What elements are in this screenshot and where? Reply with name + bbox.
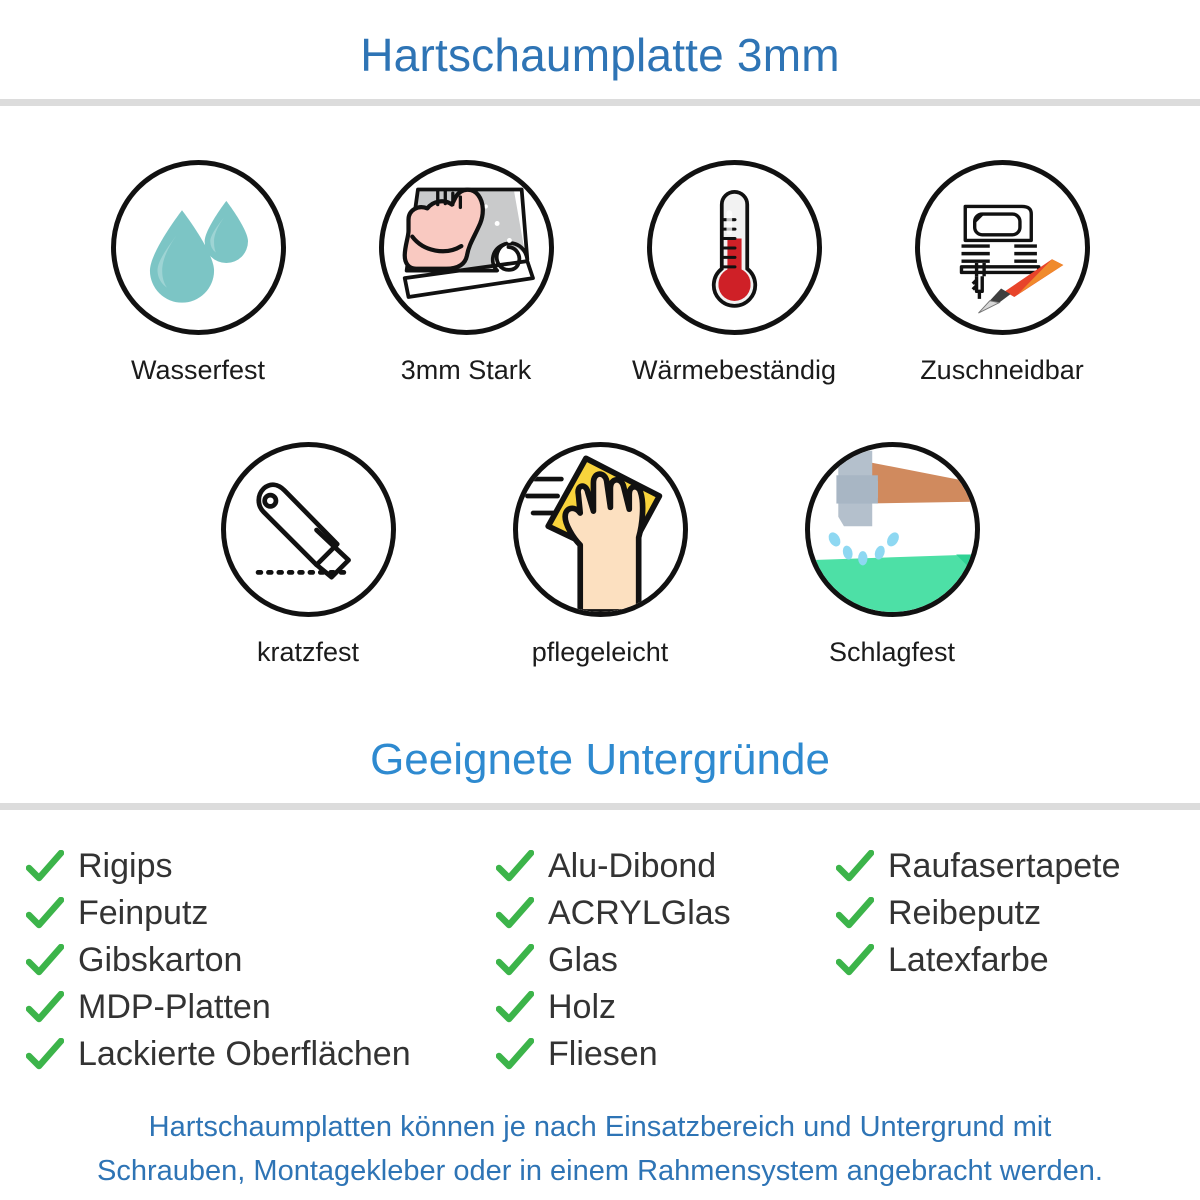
check-icon	[26, 849, 64, 881]
list-item: Lackierte Oberflächen	[26, 1033, 496, 1076]
feature-label: 3mm Stark	[400, 355, 532, 385]
list-item: Reibeputz	[836, 892, 1196, 935]
substrate-column-2: Alu-Dibond ACRYLGlas Glas Holz Fliesen	[496, 845, 836, 1076]
list-item-label: Fliesen	[548, 1035, 658, 1073]
water-drops-icon	[110, 160, 286, 335]
section-title-substrates: Geeignete Untergründe	[370, 735, 830, 784]
check-icon	[26, 896, 64, 928]
list-item: Alu-Dibond	[496, 845, 836, 888]
feature-label: Wärmebeständig	[631, 355, 837, 385]
check-icon	[496, 943, 534, 975]
check-icon	[496, 1037, 534, 1069]
footer-line-2: Schrauben, Montagekleber oder in einem R…	[97, 1155, 1103, 1187]
divider-middle	[0, 803, 1200, 810]
check-icon	[496, 849, 534, 881]
feature-kratzfest: kratzfest	[198, 442, 418, 668]
check-icon	[496, 896, 534, 928]
list-item-label: Reibeputz	[888, 894, 1042, 932]
list-item: MDP-Platten	[26, 986, 496, 1029]
footer-line-1: Hartschaumplatten können je nach Einsatz…	[148, 1111, 1052, 1143]
feature-label: Schlagfest	[828, 637, 956, 667]
scraper-blade-icon	[220, 442, 396, 617]
check-icon	[26, 943, 64, 975]
page-title: Hartschaumplatte 3mm	[360, 29, 840, 81]
check-icon	[26, 990, 64, 1022]
list-item: Holz	[496, 986, 836, 1029]
list-item: Feinputz	[26, 892, 496, 935]
substrate-column-3: Raufasertapete Reibeputz Latexfarbe	[836, 845, 1196, 1076]
feature-label: Zuschneidbar	[920, 355, 1084, 385]
list-item-label: Feinputz	[78, 894, 209, 932]
list-item: Latexfarbe	[836, 939, 1196, 982]
list-item: Rigips	[26, 845, 496, 888]
feature-grid: Wasserfest	[0, 160, 1200, 668]
thermometer-icon	[646, 160, 822, 335]
flexed-bicep-icon	[378, 160, 554, 335]
list-item: Fliesen	[496, 1033, 836, 1076]
divider-top	[0, 99, 1200, 106]
list-item-label: Gibskarton	[78, 941, 243, 979]
list-item-label: Raufasertapete	[888, 847, 1121, 885]
feature-label: Wasserfest	[130, 355, 266, 385]
list-item-label: Lackierte Oberflächen	[78, 1035, 411, 1073]
hand-wiping-icon	[512, 442, 688, 617]
check-icon	[836, 896, 874, 928]
substrate-column-1: Rigips Feinputz Gibskarton MDP-Platten L…	[26, 845, 496, 1076]
check-icon	[836, 849, 874, 881]
feature-wasserfest: Wasserfest	[88, 160, 308, 386]
list-item-label: MDP-Platten	[78, 988, 271, 1026]
feature-3mm-stark: 3mm Stark	[356, 160, 576, 386]
feature-label: pflegeleicht	[531, 637, 669, 667]
list-item: Gibskarton	[26, 939, 496, 982]
feature-schlagfest: Schlagfest	[782, 442, 1002, 668]
jigsaw-cutter-icon	[914, 160, 1090, 335]
list-item: Raufasertapete	[836, 845, 1196, 888]
list-item-label: Holz	[548, 988, 617, 1026]
list-item-label: Rigips	[78, 847, 173, 885]
list-item-label: Glas	[548, 941, 618, 979]
feature-row-2: kratzfest pflegeleicht	[0, 442, 1200, 668]
feature-waermebestaendig: Wärmebeständig	[624, 160, 844, 386]
hammer-impact-icon	[804, 442, 980, 617]
list-item-label: ACRYLGlas	[548, 894, 731, 932]
feature-row-1: Wasserfest	[0, 160, 1200, 386]
check-icon	[836, 943, 874, 975]
list-item: ACRYLGlas	[496, 892, 836, 935]
feature-pflegeleicht: pflegeleicht	[490, 442, 710, 668]
footer-note: Hartschaumplatten können je nach Einsatz…	[0, 1105, 1200, 1193]
check-icon	[496, 990, 534, 1022]
feature-label: kratzfest	[256, 637, 360, 667]
check-icon	[26, 1037, 64, 1069]
list-item-label: Latexfarbe	[888, 941, 1049, 979]
substrate-checklists: Rigips Feinputz Gibskarton MDP-Platten L…	[0, 845, 1200, 1076]
list-item-label: Alu-Dibond	[548, 847, 717, 885]
list-item: Glas	[496, 939, 836, 982]
feature-zuschneidbar: Zuschneidbar	[892, 160, 1112, 386]
